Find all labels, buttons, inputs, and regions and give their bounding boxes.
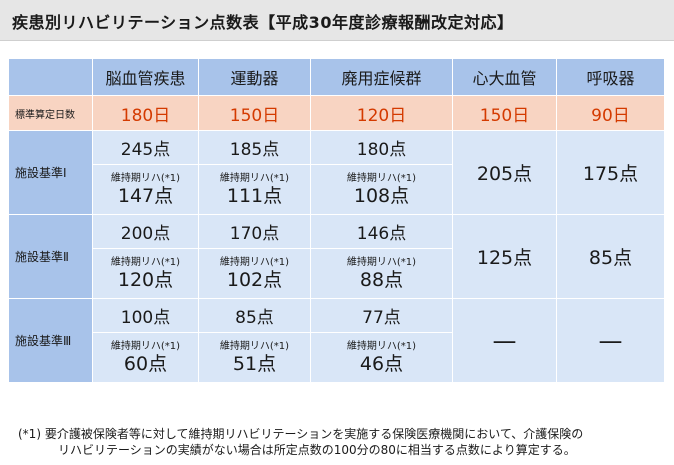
maintenance-cell: 維持期リハ(*1) 108点 [310,164,453,215]
maintenance-label: 維持期リハ(*1) [346,172,417,184]
maintenance-score: 147点 [117,184,174,207]
row-header-tier-3: 施設基準Ⅲ [8,298,93,383]
maintenance-cell: 維持期リハ(*1) 60点 [92,332,199,383]
title-bar: 疾患別リハビリテーション点数表【平成30年度診療報酬改定対応】 [0,0,674,41]
tier-2-maintenance-row: 維持期リハ(*1) 120点 維持期リハ(*1) 102点 維持期リハ(*1) … [9,248,665,299]
maintenance-score: 46点 [359,352,404,375]
maintenance-label: 維持期リハ(*1) [219,172,290,184]
maintenance-cell: 維持期リハ(*1) 46点 [310,332,453,383]
col-header-musculoskeletal: 運動器 [198,58,311,96]
maintenance-label: 維持期リハ(*1) [219,340,290,352]
tier-3-score-row: 施設基準Ⅲ 100点 85点 77点 — — [8,298,665,383]
merged-score-cell: 175点 [556,130,665,215]
maintenance-cell: 維持期リハ(*1) 88点 [310,248,453,299]
tier-1-maintenance-row: 維持期リハ(*1) 147点 維持期リハ(*1) 111点 維持期リハ(*1) … [9,164,665,215]
score-cell: 146点 [310,214,453,249]
row-header-standard-days: 標準算定日数 [8,95,93,131]
row-header-tier-2: 施設基準Ⅱ [8,214,93,299]
maintenance-label: 維持期リハ(*1) [110,256,181,268]
col-header-disuse: 廃用症候群 [310,58,453,96]
maintenance-score: 111点 [226,184,283,207]
score-cell: 185点 [198,130,311,165]
col-header-cardiovascular: 心大血管 [452,58,557,96]
footnote-line-2: リハビリテーションの実績がない場合は所定点数の100分の80に相当する点数により… [58,443,576,457]
page-title: 疾患別リハビリテーション点数表【平成30年度診療報酬改定対応】 [12,13,514,32]
maintenance-score: 120点 [117,268,174,291]
standard-days-value: 180日 [92,95,199,131]
score-cell: 77点 [310,298,453,333]
footnote-line-1: (*1) 要介護被保険者等に対して維持期リハビリテーションを実施する保険医療機関… [18,427,584,441]
merged-score-cell: 125点 [452,214,557,299]
maintenance-label: 維持期リハ(*1) [110,340,181,352]
rehab-score-table: 脳血管疾患 運動器 廃用症候群 心大血管 呼吸器 標準算定日数 180日 150… [8,58,665,383]
maintenance-score: 88点 [359,268,404,291]
maintenance-cell: 維持期リハ(*1) 120点 [92,248,199,299]
merged-score-cell: — [452,298,557,383]
standard-days-row: 標準算定日数 180日 150日 120日 150日 90日 [8,95,665,131]
merged-score-cell: 85点 [556,214,665,299]
maintenance-cell: 維持期リハ(*1) 111点 [198,164,311,215]
maintenance-cell: 維持期リハ(*1) 147点 [92,164,199,215]
tier-2-score-row: 施設基準Ⅱ 200点 170点 146点 125点 85点 [8,214,665,299]
tier-3-maintenance-row: 維持期リハ(*1) 60点 維持期リハ(*1) 51点 維持期リハ(*1) 46… [9,332,665,383]
merged-score-cell: — [556,298,665,383]
row-header-tier-1: 施設基準Ⅰ [8,130,93,215]
standard-days-value: 150日 [452,95,557,131]
tier-1-score-row: 施設基準Ⅰ 245点 185点 180点 205点 175点 [8,130,665,215]
maintenance-score: 51点 [232,352,277,375]
footnote: (*1) 要介護被保険者等に対して維持期リハビリテーションを実施する保険医療機関… [18,426,668,458]
maintenance-label: 維持期リハ(*1) [346,340,417,352]
score-cell: 170点 [198,214,311,249]
col-header-respiratory: 呼吸器 [556,58,665,96]
maintenance-label: 維持期リハ(*1) [219,256,290,268]
maintenance-score: 102点 [226,268,283,291]
corner-cell [8,58,93,96]
maintenance-label: 維持期リハ(*1) [346,256,417,268]
score-cell: 200点 [92,214,199,249]
merged-score-cell: 205点 [452,130,557,215]
score-cell: 100点 [92,298,199,333]
standard-days-value: 150日 [198,95,311,131]
score-cell: 180点 [310,130,453,165]
score-cell: 85点 [198,298,311,333]
score-cell: 245点 [92,130,199,165]
maintenance-score: 108点 [353,184,410,207]
col-header-cerebrovascular: 脳血管疾患 [92,58,199,96]
maintenance-score: 60点 [123,352,168,375]
maintenance-cell: 維持期リハ(*1) 102点 [198,248,311,299]
maintenance-cell: 維持期リハ(*1) 51点 [198,332,311,383]
standard-days-value: 90日 [556,95,665,131]
header-row: 脳血管疾患 運動器 廃用症候群 心大血管 呼吸器 [8,58,665,96]
maintenance-label: 維持期リハ(*1) [110,172,181,184]
standard-days-value: 120日 [310,95,453,131]
